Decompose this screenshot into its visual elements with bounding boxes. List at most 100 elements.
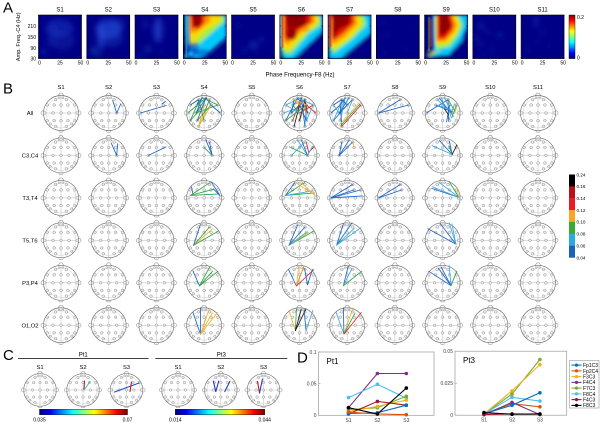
svg-text:S8: S8	[394, 8, 402, 14]
svg-text:0.025: 0.025	[440, 381, 453, 387]
svg-text:25: 25	[57, 61, 63, 67]
svg-text:50: 50	[319, 61, 325, 67]
svg-text:C: C	[3, 347, 14, 364]
svg-text:P3,P4: P3,P4	[22, 281, 39, 287]
svg-text:S9: S9	[442, 8, 450, 14]
svg-text:0: 0	[314, 413, 317, 419]
svg-text:F3C3: F3C3	[583, 375, 595, 381]
svg-text:50: 50	[464, 61, 470, 67]
svg-text:F8C4: F8C4	[583, 392, 595, 398]
svg-text:0: 0	[376, 61, 379, 67]
svg-text:Pt3: Pt3	[463, 356, 476, 365]
svg-text:F4C3: F4C3	[583, 398, 595, 404]
svg-text:50: 50	[174, 61, 180, 67]
svg-text:S5: S5	[248, 85, 255, 91]
svg-text:150: 150	[28, 35, 37, 41]
svg-text:0.07: 0.07	[123, 418, 133, 424]
svg-text:0: 0	[424, 61, 427, 67]
svg-text:25: 25	[540, 61, 546, 67]
svg-text:S3: S3	[153, 8, 161, 14]
svg-text:O1,O2: O1,O2	[21, 323, 38, 329]
svg-text:50: 50	[560, 61, 566, 67]
svg-text:Fp2C4: Fp2C4	[583, 369, 598, 375]
svg-text:S3: S3	[153, 85, 160, 91]
svg-text:S2: S2	[105, 8, 113, 14]
svg-text:S5: S5	[249, 8, 257, 14]
svg-text:S2: S2	[217, 365, 224, 371]
svg-text:Pt1: Pt1	[79, 353, 89, 359]
svg-text:S2: S2	[79, 365, 86, 371]
svg-text:0.24: 0.24	[577, 172, 586, 177]
svg-text:0: 0	[135, 61, 138, 67]
svg-text:S10: S10	[485, 85, 495, 91]
svg-text:S1: S1	[36, 365, 43, 371]
svg-text:S1: S1	[345, 418, 351, 423]
svg-text:S3: S3	[123, 365, 130, 371]
svg-text:0: 0	[38, 61, 41, 67]
svg-text:25: 25	[105, 61, 111, 67]
svg-text:50: 50	[367, 61, 373, 67]
svg-text:F7C3: F7C3	[583, 386, 595, 392]
svg-text:0: 0	[86, 61, 89, 67]
svg-text:0: 0	[183, 61, 186, 67]
svg-text:50: 50	[126, 61, 132, 67]
svg-text:25: 25	[443, 61, 449, 67]
svg-text:0.06: 0.06	[577, 243, 586, 248]
svg-text:Amp. Freq.-C4 (Hz): Amp. Freq.-C4 (Hz)	[16, 12, 22, 61]
svg-text:S2: S2	[374, 418, 380, 423]
svg-text:25: 25	[250, 61, 256, 67]
svg-text:25: 25	[202, 61, 208, 67]
svg-text:50: 50	[271, 61, 277, 67]
svg-text:S3: S3	[537, 418, 543, 423]
svg-text:S1: S1	[481, 418, 487, 423]
svg-text:F8C3: F8C3	[583, 403, 595, 409]
svg-text:0: 0	[231, 61, 234, 67]
svg-text:S6: S6	[296, 85, 303, 91]
svg-text:S8: S8	[391, 85, 398, 91]
svg-text:Phase Frequency-F8 (Hz): Phase Frequency-F8 (Hz)	[265, 73, 334, 79]
svg-text:50: 50	[78, 61, 84, 67]
svg-text:S1: S1	[57, 85, 64, 91]
svg-text:0.05: 0.05	[443, 349, 453, 355]
svg-text:210: 210	[28, 24, 37, 30]
svg-text:0.14: 0.14	[577, 196, 586, 201]
svg-text:S1: S1	[56, 8, 64, 14]
svg-text:0.05: 0.05	[307, 382, 317, 388]
svg-text:D: D	[297, 350, 308, 367]
svg-text:25: 25	[154, 61, 160, 67]
svg-text:0: 0	[577, 56, 580, 62]
svg-text:S2: S2	[105, 85, 112, 91]
svg-text:S9: S9	[439, 85, 446, 91]
svg-text:S6: S6	[298, 8, 306, 14]
svg-text:25: 25	[347, 61, 353, 67]
svg-text:0: 0	[472, 61, 475, 67]
svg-text:S4: S4	[201, 85, 209, 91]
svg-text:0.08: 0.08	[577, 232, 586, 237]
svg-text:0: 0	[279, 61, 282, 67]
svg-text:C3,C4: C3,C4	[22, 153, 39, 159]
svg-text:A: A	[3, 0, 13, 17]
svg-text:0: 0	[521, 61, 524, 67]
svg-text:S4: S4	[201, 8, 209, 14]
svg-text:25: 25	[299, 61, 305, 67]
svg-text:Pt1: Pt1	[327, 357, 340, 366]
svg-text:90: 90	[30, 46, 36, 52]
svg-text:0.035: 0.035	[33, 418, 46, 424]
svg-text:50: 50	[222, 61, 228, 67]
svg-text:30: 30	[30, 56, 36, 62]
svg-text:0: 0	[450, 413, 453, 419]
svg-text:50: 50	[512, 61, 518, 67]
svg-text:0.16: 0.16	[577, 184, 586, 189]
svg-text:S11: S11	[533, 85, 543, 91]
svg-text:0.1: 0.1	[310, 350, 317, 356]
svg-text:0.12: 0.12	[577, 208, 586, 213]
svg-text:B: B	[3, 81, 13, 98]
svg-text:25: 25	[492, 61, 498, 67]
svg-text:Fp1C3: Fp1C3	[583, 363, 598, 369]
svg-text:S3: S3	[403, 418, 409, 423]
svg-text:S3: S3	[260, 365, 267, 371]
svg-text:0.04: 0.04	[577, 255, 586, 260]
svg-text:0.10: 0.10	[577, 220, 586, 225]
svg-text:S10: S10	[489, 8, 500, 14]
svg-text:S7: S7	[346, 8, 354, 14]
